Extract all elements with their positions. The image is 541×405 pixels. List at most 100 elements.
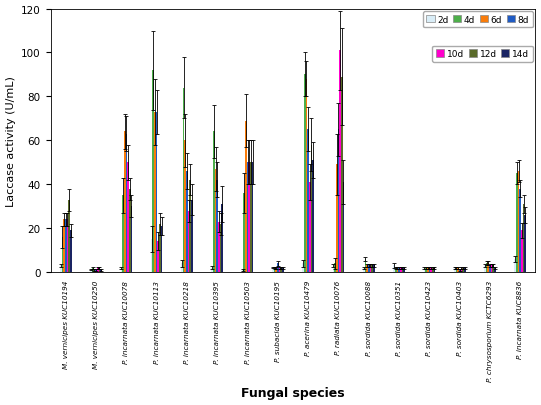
Bar bbox=[221, 205, 223, 272]
Legend: 10d, 12d, 14d: 10d, 12d, 14d bbox=[432, 47, 533, 63]
Bar bbox=[371, 266, 373, 272]
Bar bbox=[277, 264, 279, 272]
Bar bbox=[397, 268, 398, 272]
Bar bbox=[523, 205, 524, 272]
Bar bbox=[366, 266, 368, 272]
Bar bbox=[457, 268, 459, 272]
Bar bbox=[126, 134, 127, 272]
Bar bbox=[212, 268, 213, 272]
Bar bbox=[215, 169, 216, 272]
Bar bbox=[129, 189, 130, 272]
Bar bbox=[401, 268, 403, 272]
Bar bbox=[302, 264, 304, 272]
Bar bbox=[393, 266, 395, 272]
Bar bbox=[514, 259, 516, 272]
Bar bbox=[425, 268, 427, 272]
Bar bbox=[218, 222, 220, 272]
Bar bbox=[304, 75, 306, 272]
Bar bbox=[157, 242, 159, 272]
Bar bbox=[494, 268, 496, 272]
Bar bbox=[213, 132, 215, 272]
Bar bbox=[312, 161, 314, 272]
Bar bbox=[186, 172, 188, 272]
Bar bbox=[130, 207, 132, 272]
Bar bbox=[60, 266, 62, 272]
Bar bbox=[341, 77, 342, 272]
Bar bbox=[492, 266, 494, 272]
Bar bbox=[188, 211, 189, 272]
Bar bbox=[489, 266, 491, 272]
Bar bbox=[216, 180, 218, 272]
Bar bbox=[342, 183, 344, 272]
Bar bbox=[518, 172, 519, 272]
Bar bbox=[275, 268, 277, 272]
Bar bbox=[456, 268, 457, 272]
Bar bbox=[122, 196, 124, 272]
Bar bbox=[454, 268, 456, 272]
Bar bbox=[370, 266, 371, 272]
Bar bbox=[336, 165, 338, 272]
Bar bbox=[153, 71, 154, 272]
Bar bbox=[338, 130, 339, 272]
Bar bbox=[124, 132, 126, 272]
Bar bbox=[365, 259, 366, 272]
Bar bbox=[460, 268, 462, 272]
Bar bbox=[95, 270, 97, 272]
Bar bbox=[62, 237, 63, 272]
Bar bbox=[181, 264, 183, 272]
Bar bbox=[98, 268, 100, 272]
Bar bbox=[430, 268, 432, 272]
Bar bbox=[247, 163, 248, 272]
Bar bbox=[245, 121, 247, 272]
Bar bbox=[156, 113, 157, 272]
Bar bbox=[220, 224, 221, 272]
Bar bbox=[491, 266, 492, 272]
Bar bbox=[65, 220, 67, 272]
Y-axis label: Laccase activity (U/mL): Laccase activity (U/mL) bbox=[5, 76, 16, 206]
Bar bbox=[433, 268, 435, 272]
Bar bbox=[311, 145, 312, 272]
Bar bbox=[464, 268, 465, 272]
Bar bbox=[432, 268, 433, 272]
Bar bbox=[151, 239, 153, 272]
Bar bbox=[189, 180, 191, 272]
X-axis label: Fungal species: Fungal species bbox=[241, 386, 345, 399]
Bar bbox=[333, 266, 334, 272]
Bar bbox=[280, 268, 282, 272]
Bar bbox=[487, 264, 489, 272]
Bar bbox=[521, 231, 523, 272]
Bar bbox=[100, 270, 102, 272]
Bar bbox=[243, 194, 245, 272]
Bar bbox=[282, 268, 283, 272]
Bar bbox=[252, 163, 253, 272]
Bar bbox=[154, 113, 156, 272]
Bar bbox=[161, 226, 162, 272]
Bar bbox=[90, 270, 92, 272]
Bar bbox=[63, 220, 65, 272]
Bar bbox=[68, 200, 70, 272]
Bar bbox=[184, 141, 186, 272]
Bar bbox=[191, 200, 193, 272]
Bar bbox=[428, 268, 430, 272]
Bar bbox=[274, 268, 275, 272]
Bar bbox=[183, 88, 184, 272]
Bar bbox=[462, 268, 464, 272]
Bar bbox=[248, 163, 250, 272]
Bar bbox=[486, 264, 487, 272]
Bar bbox=[400, 268, 401, 272]
Bar bbox=[159, 224, 161, 272]
Bar bbox=[242, 270, 243, 272]
Bar bbox=[67, 220, 68, 272]
Bar bbox=[403, 268, 405, 272]
Bar bbox=[484, 266, 486, 272]
Bar bbox=[121, 268, 122, 272]
Bar bbox=[519, 189, 521, 272]
Bar bbox=[250, 163, 252, 272]
Bar bbox=[368, 266, 370, 272]
Bar bbox=[279, 268, 280, 272]
Bar bbox=[97, 268, 98, 272]
Bar bbox=[424, 268, 425, 272]
Bar bbox=[306, 80, 307, 272]
Bar bbox=[373, 266, 374, 272]
Bar bbox=[398, 268, 400, 272]
